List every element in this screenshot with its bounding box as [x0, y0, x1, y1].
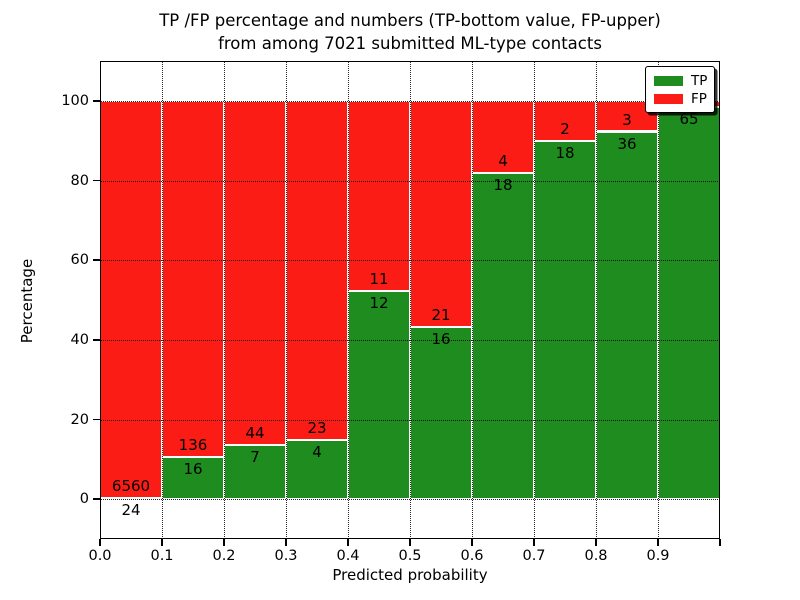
x-tick-label: 0.9 — [646, 548, 670, 564]
fp-swatch-icon — [654, 93, 683, 104]
tp-bar-segment — [224, 444, 286, 500]
x-tick — [657, 539, 659, 546]
fp-bar-segment — [286, 100, 348, 441]
fp-count-label: 6560 — [111, 476, 151, 495]
x-tick — [161, 539, 163, 546]
y-tick-label: 40 — [70, 331, 89, 348]
fp-count-label: 23 — [307, 419, 327, 438]
x-tick-label: 0.6 — [460, 548, 484, 564]
tp-count-label: 24 — [121, 500, 141, 519]
x-tick-label: 0.2 — [212, 548, 236, 564]
tp-bar-segment — [658, 106, 720, 500]
x-tick — [285, 539, 287, 546]
x-tick — [409, 539, 411, 546]
y-tick — [93, 498, 100, 500]
x-tick-label: 0.7 — [522, 548, 546, 564]
y-tick — [93, 259, 100, 261]
y-tick — [93, 100, 100, 102]
tp-count-label: 18 — [493, 176, 513, 195]
legend-row-tp: TP — [646, 74, 714, 88]
y-tick — [93, 179, 100, 182]
x-axis-label: Predicted probability — [332, 566, 488, 584]
x-tick — [471, 539, 473, 546]
fp-bar-segment — [410, 100, 472, 328]
fp-count-label: 11 — [369, 270, 389, 289]
y-tick-label: 100 — [61, 92, 89, 109]
fp-bar-segment — [348, 100, 410, 292]
tp-count-label: 18 — [555, 143, 575, 162]
y-tick-label: 0 — [79, 491, 89, 508]
x-tick-label: 0.4 — [336, 548, 360, 564]
fp-count-label: 44 — [245, 423, 265, 442]
x-tick — [347, 539, 349, 546]
chart-title-line1: TP /FP percentage and numbers (TP-bottom… — [159, 11, 661, 30]
x-tick — [223, 539, 225, 546]
tp-bar-segment — [410, 327, 472, 500]
tp-count-label: 16 — [431, 330, 451, 349]
x-tick-label: 0.5 — [398, 548, 422, 564]
fp-count-label: 2 — [560, 119, 570, 138]
tp-bar-segment — [534, 140, 596, 500]
legend-label-tp: TP — [691, 72, 708, 89]
fp-bar-segment — [100, 100, 162, 498]
x-tick — [719, 539, 721, 546]
tp-bar-segment — [348, 291, 410, 500]
tp-count-label: 16 — [183, 460, 203, 479]
x-tick-label: 0.1 — [150, 548, 174, 564]
tp-count-label: 4 — [312, 443, 322, 462]
y-tick — [93, 418, 100, 421]
fp-count-label: 4 — [498, 152, 508, 171]
tp-count-label: 65 — [679, 109, 699, 128]
legend: TP FP — [645, 66, 715, 113]
y-tick-label: 80 — [70, 172, 89, 189]
legend-row-fp: FP — [646, 92, 714, 106]
tp-bar-segment — [286, 440, 348, 500]
y-tick-label: 20 — [70, 411, 89, 428]
chart-title-line2: from among 7021 submitted ML-type contac… — [218, 34, 602, 53]
tp-swatch-icon — [654, 75, 683, 86]
tp-count-label: 36 — [617, 134, 637, 153]
fp-bar-segment — [162, 100, 224, 458]
x-tick-label: 0.0 — [88, 548, 112, 564]
x-tick — [533, 539, 535, 546]
fp-count-label: 3 — [622, 110, 632, 129]
tp-bar-segment — [472, 173, 534, 500]
tp-count-label: 7 — [250, 447, 260, 466]
x-tick-label: 0.8 — [584, 548, 608, 564]
fp-count-label: 136 — [178, 436, 208, 455]
legend-label-fp: FP — [691, 90, 707, 107]
tp-count-label: 12 — [369, 294, 389, 313]
fp-count-label: 21 — [431, 306, 451, 325]
tp-bar-segment — [596, 131, 658, 500]
x-tick-label: 0.3 — [274, 548, 298, 564]
y-tick-label: 60 — [70, 252, 89, 269]
y-tick — [93, 339, 100, 341]
x-tick — [99, 539, 101, 546]
x-tick — [595, 539, 597, 546]
